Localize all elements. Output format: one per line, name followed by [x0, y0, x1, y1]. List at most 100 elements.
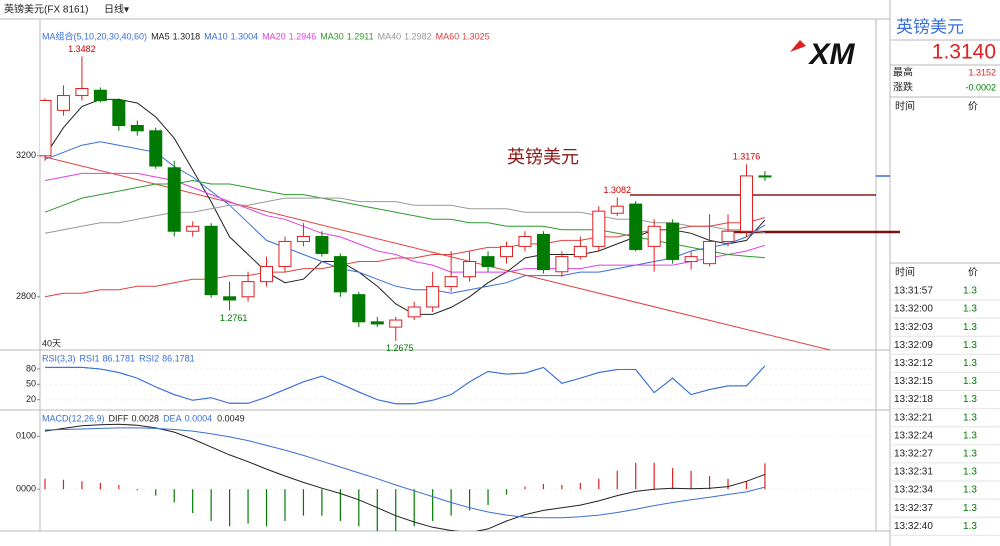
- tick-time: 13:32:03: [894, 322, 933, 333]
- row-value: -0.0002: [965, 82, 996, 92]
- candle-body: [296, 236, 310, 242]
- indicator-line: [44, 423, 766, 531]
- y-tick-label: 0000: [16, 484, 36, 494]
- tick-time: 13:31:57: [894, 286, 933, 297]
- legend-name: MA20: [262, 31, 286, 41]
- tick-price: 1.3: [963, 286, 977, 297]
- tick-time: 13:32:37: [894, 503, 933, 514]
- range-label: 40天: [42, 338, 61, 348]
- candle-body: [426, 286, 440, 308]
- candle-body: [463, 261, 477, 278]
- candle-body: [315, 236, 329, 254]
- quote-price: 1.3140: [932, 41, 996, 64]
- candle-body: [167, 167, 181, 232]
- candle-body: [444, 276, 458, 288]
- legend-value: 0.0049: [217, 413, 245, 423]
- candle-body: [75, 88, 89, 97]
- tick-price: 1.3: [963, 485, 977, 496]
- indicator-line: [44, 427, 766, 519]
- candle-body: [610, 205, 624, 214]
- legend-name: DIFF: [109, 413, 129, 423]
- indicator-line: [44, 98, 766, 315]
- candle-body: [555, 256, 569, 273]
- candle-body: [629, 203, 643, 251]
- legend-name: MA40: [378, 31, 402, 41]
- tick-price: 1.3: [963, 358, 977, 369]
- candle-body: [518, 236, 532, 247]
- tick-time: 13:32:21: [894, 412, 933, 423]
- tick-time: 13:32:00: [894, 304, 933, 315]
- tick-price: 1.3: [963, 503, 977, 514]
- candle-body: [407, 306, 421, 318]
- tick-price: 1.3: [963, 449, 977, 460]
- tick-price: 1.3: [963, 412, 977, 423]
- legend-title: MA组合(5,10,20,30,40,60): [42, 30, 147, 41]
- indicator-line: [45, 365, 766, 405]
- candle-body: [647, 225, 661, 247]
- logo: XM: [790, 38, 856, 71]
- tick-price: 1.3: [963, 394, 977, 405]
- candle-body: [666, 222, 680, 260]
- tick-list: 13:31:57 1.3 13:32:00 1.3 13:32:03 1.3 13:32:0…: [890, 286, 1000, 536]
- candle-body: [204, 225, 218, 296]
- panel: [40, 365, 876, 405]
- high-label: 1.3176: [733, 152, 761, 162]
- legend-name: MA60: [436, 31, 460, 41]
- candle-body: [352, 294, 366, 323]
- candle-body: [149, 130, 163, 167]
- panel: [40, 423, 876, 531]
- tick-price: 1.3: [963, 376, 977, 387]
- candle-body: [481, 256, 495, 267]
- legend-value: 1.3025: [462, 31, 490, 41]
- candle-body: [241, 281, 255, 298]
- candle-body: [573, 245, 587, 258]
- period-selector[interactable]: 日线▾: [104, 3, 129, 16]
- tick-price: 1.3: [963, 430, 977, 441]
- candle-body: [278, 240, 292, 267]
- y-tick-label: 50: [26, 379, 36, 389]
- column-header: 价: [968, 101, 978, 113]
- legend-name: RSI1: [80, 353, 100, 363]
- tick-time: 13:32:40: [894, 521, 933, 532]
- candle-body: [592, 210, 606, 247]
- tick-time: 13:32:18: [894, 394, 933, 405]
- legend-value: 86.1781: [162, 353, 195, 363]
- column-header: 价: [968, 267, 978, 279]
- legend-value: 0.0028: [132, 413, 160, 423]
- candle-body: [56, 95, 70, 111]
- candle-body: [186, 225, 200, 232]
- annotation: 英镑美元: [507, 147, 579, 167]
- tick-time: 13:32:27: [894, 449, 933, 460]
- indicator-line: [44, 217, 766, 298]
- tick-time: 13:32:31: [894, 467, 933, 478]
- tick-time: 13:32:15: [894, 376, 933, 387]
- legend-title: RSI(3,3): [42, 353, 76, 363]
- candle-body: [739, 175, 753, 232]
- legend-value: 1.3004: [231, 31, 259, 41]
- row-label: 最高: [893, 66, 913, 79]
- low-label: 1.2675: [386, 343, 414, 353]
- legend-title: MACD(12,26,9): [42, 413, 105, 423]
- quote-panel: 英镑美元 1.3140 最高 1.3152 涨跌 -0.0002 时间 价 时间…: [890, 17, 1000, 536]
- candle-body: [40, 99, 52, 157]
- candle-body: [333, 256, 347, 293]
- candle-body: [130, 125, 144, 132]
- tick-price: 1.3: [963, 467, 977, 478]
- symbol: 英镑美元(FX 8161): [4, 3, 88, 16]
- column-header: 时间: [895, 100, 915, 113]
- low-label: 1.2761: [220, 313, 248, 323]
- tick-time: 13:32:24: [894, 430, 933, 441]
- legend-name: DEA: [163, 413, 182, 423]
- legend-value: 1.2982: [404, 31, 432, 41]
- legend-name: MA30: [320, 31, 344, 41]
- tick-price: 1.3: [963, 322, 977, 333]
- candle-body: [93, 89, 107, 101]
- legend-value: 86.1781: [103, 353, 136, 363]
- logo-text: XM: [808, 38, 856, 71]
- quote-name: 英镑美元: [896, 17, 964, 36]
- legend-name: MA10: [204, 31, 228, 41]
- candle-body: [370, 321, 384, 325]
- candle-body: [703, 240, 717, 265]
